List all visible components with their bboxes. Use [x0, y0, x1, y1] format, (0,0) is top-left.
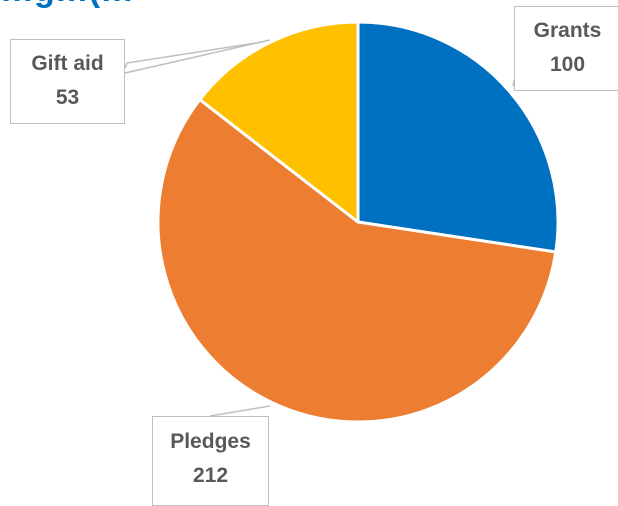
pledges-label: Pledges — [170, 430, 251, 453]
leader-line-pledges — [209, 405, 271, 417]
leader-line-gift-aid-outline — [124, 41, 263, 69]
leader-line-gift-aid — [124, 39, 271, 74]
pie-slice-pledges — [156, 98, 558, 424]
gift-aid-label: Gift aid — [31, 52, 104, 75]
pie-slice-gift-aid — [198, 20, 360, 224]
data-label-grants: Grants 100 — [514, 6, 618, 91]
pledges-value: 212 — [192, 464, 229, 487]
pie-slice-grants — [356, 20, 560, 254]
grants-label: Grants — [533, 19, 602, 42]
chart-title: …g…(… — [0, 0, 520, 10]
data-label-pledges: Pledges 212 — [152, 416, 269, 506]
grants-value: 100 — [549, 53, 586, 76]
data-label-gift-aid: Gift aid 53 — [10, 39, 125, 124]
gift-aid-value: 53 — [55, 86, 80, 109]
